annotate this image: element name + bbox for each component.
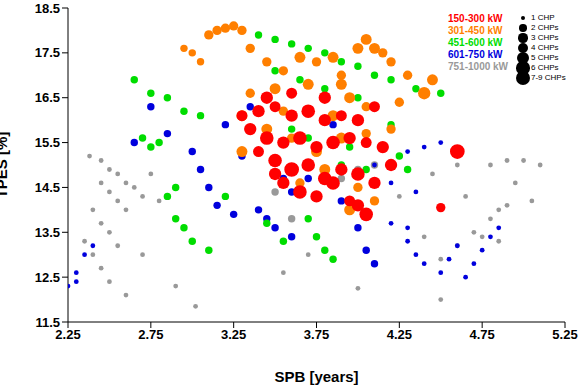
html-text:4 CHPs: 4 CHPs bbox=[531, 43, 559, 52]
svg-text:15.5: 15.5 bbox=[35, 135, 60, 150]
html-text:2 CHPs: 2 CHPs bbox=[531, 23, 559, 32]
svg-text:3.75: 3.75 bbox=[304, 327, 329, 342]
html-text:451-600 kW: 451-600 kW bbox=[448, 37, 503, 48]
svg-text:3.25: 3.25 bbox=[221, 327, 246, 342]
svg-text:SPB [years]: SPB [years] bbox=[274, 368, 358, 385]
svg-text:TPES [%]: TPES [%] bbox=[8, 132, 10, 199]
html-text:1 CHP: 1 CHP bbox=[531, 13, 555, 22]
html-text:150-300 kW: 150-300 kW bbox=[448, 13, 503, 24]
svg-text:13.5: 13.5 bbox=[35, 225, 60, 240]
svg-text:11.5: 11.5 bbox=[35, 315, 60, 330]
svg-text:2.25: 2.25 bbox=[55, 327, 81, 343]
svg-text:4.25: 4.25 bbox=[387, 327, 412, 342]
html-text:301-450 kW: 301-450 kW bbox=[448, 25, 503, 36]
svg-text:12.5: 12.5 bbox=[35, 270, 60, 285]
html-text:3 CHPs: 3 CHPs bbox=[531, 33, 559, 42]
svg-text:14.5: 14.5 bbox=[35, 180, 60, 195]
html-text:7-9 CHPs: 7-9 CHPs bbox=[531, 73, 566, 82]
svg-text:17.5: 17.5 bbox=[35, 45, 60, 60]
svg-text:18.5: 18.5 bbox=[35, 1, 60, 16]
html-text:601-750 kW: 601-750 kW bbox=[448, 49, 503, 60]
svg-text:5.25: 5.25 bbox=[552, 327, 571, 342]
html-text:751-1000 kW: 751-1000 kW bbox=[448, 61, 508, 72]
svg-text:2.75: 2.75 bbox=[138, 327, 163, 342]
svg-text:4.75: 4.75 bbox=[470, 327, 495, 342]
svg-text:16.5: 16.5 bbox=[35, 90, 60, 105]
html-text:6 CHPs: 6 CHPs bbox=[531, 63, 559, 72]
html-text:5 CHPs: 5 CHPs bbox=[531, 53, 559, 62]
